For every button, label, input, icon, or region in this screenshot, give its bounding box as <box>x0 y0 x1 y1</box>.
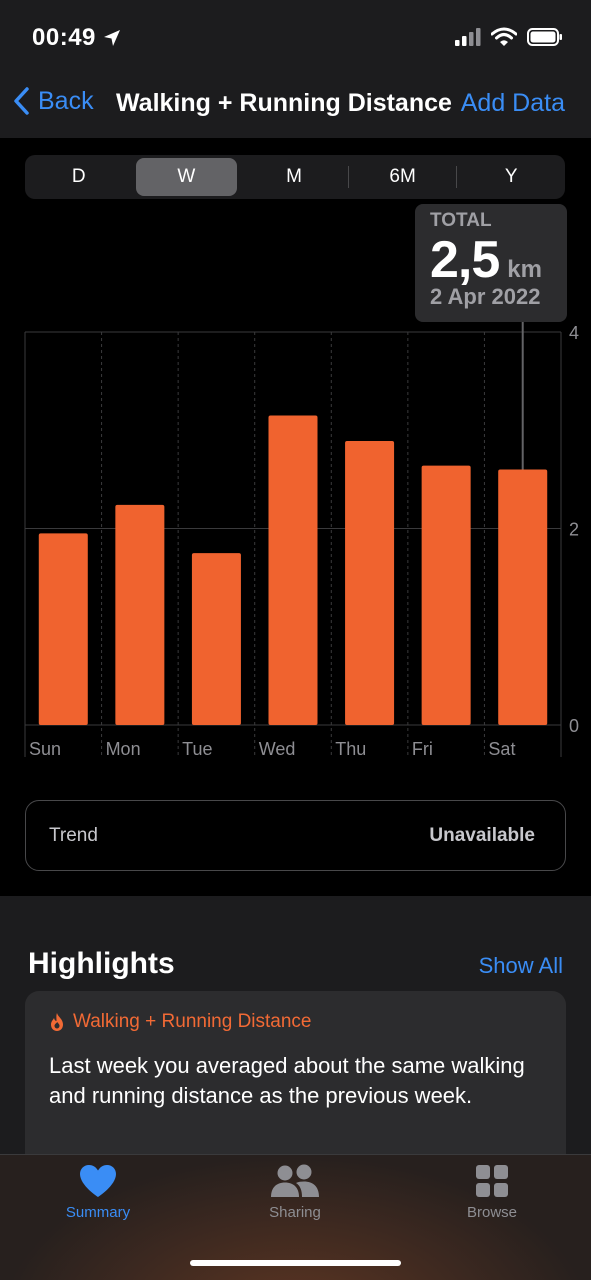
bar-tue <box>191 553 241 725</box>
tooltip-number: 2,5 <box>430 231 500 289</box>
segment-week[interactable]: W <box>135 158 238 196</box>
top-bar <box>0 0 591 138</box>
tooltip-unit: km <box>507 256 542 283</box>
bar-sat <box>498 469 548 725</box>
segment-year[interactable]: Y <box>504 166 518 187</box>
tooltip-label: TOTAL <box>430 210 492 231</box>
x-tick-label: Mon <box>106 739 141 759</box>
bar-thu <box>345 441 395 725</box>
tooltip-date: 2 Apr 2022 <box>430 284 541 309</box>
status-time-text: 00:49 <box>32 24 96 51</box>
highlight-card-title: Walking + Running Distance <box>73 1011 312 1032</box>
tab-sharing-label: Sharing <box>269 1204 321 1221</box>
add-data-button[interactable]: Add Data <box>460 89 565 117</box>
tab-browse[interactable]: Browse <box>432 1164 552 1221</box>
y-tick-label: 4 <box>569 323 579 343</box>
highlight-card-text: Last week you averaged about the same wa… <box>49 1053 525 1108</box>
page-title: Walking + Running Distance <box>116 89 452 117</box>
y-tick-label: 2 <box>569 520 579 540</box>
bar-wed <box>268 415 318 725</box>
highlights-title: Highlights <box>28 947 175 980</box>
battery-icon <box>527 28 562 46</box>
wifi-icon <box>491 27 517 46</box>
tab-sharing[interactable]: Sharing <box>235 1164 355 1221</box>
x-tick-label: Wed <box>259 739 296 759</box>
back-label: Back <box>38 86 94 115</box>
heart-icon <box>80 1165 116 1197</box>
segment-divider <box>347 166 349 188</box>
y-tick-label: 0 <box>569 716 579 736</box>
segment-day[interactable]: D <box>71 166 86 187</box>
back-button[interactable]: Back <box>12 86 94 116</box>
x-tick-label: Tue <box>182 739 212 759</box>
chevron-left-icon <box>14 87 29 115</box>
x-tick-label: Fri <box>412 739 433 759</box>
home-indicator <box>190 1260 401 1266</box>
status-time: 00:49 <box>32 24 122 52</box>
distance-bar-chart[interactable]: 0 2 4 Sun Mon Tue Wed Thu Fri Sat <box>0 322 591 762</box>
location-arrow-icon <box>103 30 120 46</box>
period-segmented-control: D W M 6M Y <box>25 155 565 199</box>
tab-summary[interactable]: Summary <box>38 1164 158 1221</box>
show-all-link[interactable]: Show All <box>478 953 563 978</box>
x-tick-label: Sat <box>488 739 515 759</box>
trend-value: Unavailable <box>429 824 535 846</box>
grid-icon <box>476 1165 508 1197</box>
tab-browse-label: Browse <box>466 1204 518 1221</box>
segment-divider <box>456 166 458 188</box>
bar-mon <box>115 504 165 725</box>
x-tick-label: Thu <box>335 739 366 759</box>
bar-sun <box>38 533 88 725</box>
trend-row[interactable]: Trend Unavailable <box>25 800 566 871</box>
highlight-card-header: Walking + Running Distance <box>49 1011 542 1033</box>
bar-fri <box>421 465 471 725</box>
people-icon <box>271 1164 319 1197</box>
tab-summary-label: Summary <box>65 1204 131 1221</box>
trend-label: Trend <box>49 824 98 846</box>
flame-icon <box>51 1013 63 1031</box>
segment-six-months[interactable]: 6M <box>389 166 416 187</box>
x-tick-label: Sun <box>29 739 61 759</box>
status-icons <box>455 27 563 47</box>
cellular-signal-icon <box>455 28 481 46</box>
selection-tooltip: TOTAL 2,5 km 2 Apr 2022 <box>415 204 567 322</box>
tooltip-value: 2,5 km <box>430 230 552 290</box>
segment-month[interactable]: M <box>286 166 302 187</box>
